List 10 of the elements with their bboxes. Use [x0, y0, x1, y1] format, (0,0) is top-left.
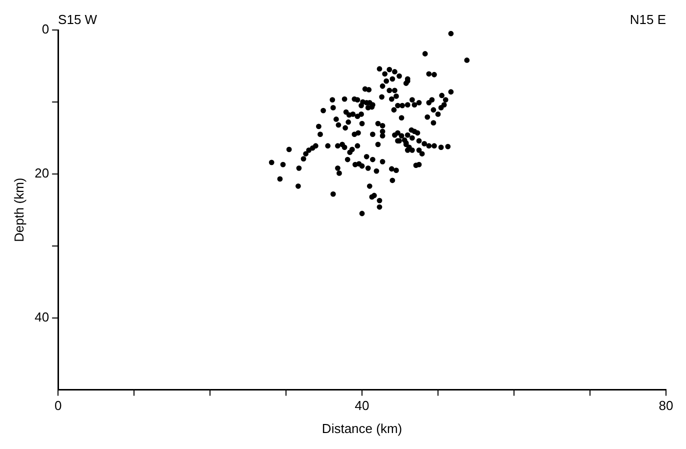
text: N15 E — [630, 12, 666, 28]
x-tick-label: 40 — [354, 398, 370, 414]
x-tick-label: 0 — [54, 398, 62, 414]
x-tick-label: 80 — [658, 398, 674, 414]
y-tick-label: 20 — [34, 166, 50, 180]
x-axis-title: Distance (km) — [322, 420, 402, 436]
text: S15 W — [58, 12, 98, 28]
y-tick-label: 40 — [34, 309, 50, 324]
y-axis-title: Depth (km) — [11, 178, 26, 242]
y-tick-label: 0 — [42, 22, 50, 37]
